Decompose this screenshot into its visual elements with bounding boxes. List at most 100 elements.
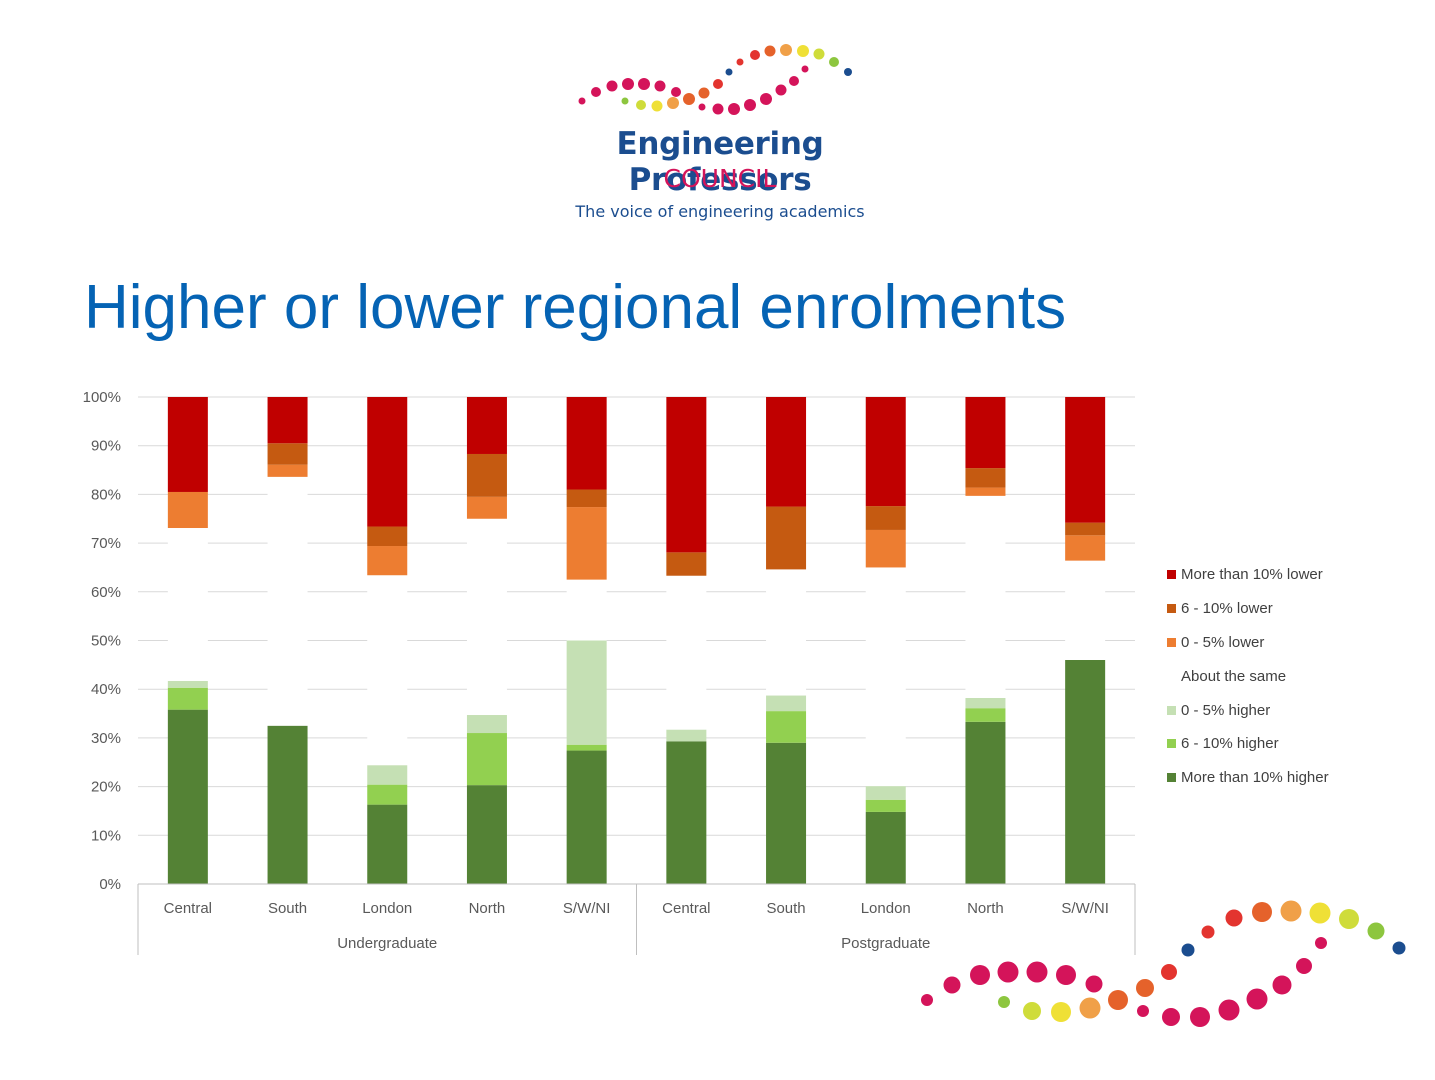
bar-segment [466,518,507,716]
group-label: Postgraduate [841,935,930,952]
y-tick-label: 10% [91,827,121,844]
y-tick-label: 0% [99,876,121,893]
legend-item: 6 - 10% higher [1167,727,1329,761]
legend-item: More than 10% higher [1167,761,1329,795]
decorative-dot [1162,1008,1180,1026]
bar-segment [666,575,707,730]
decorative-dot [1272,975,1292,995]
decorative-dot [744,99,756,111]
decorative-dot [775,84,787,96]
legend-item: 0 - 5% lower [1167,626,1329,660]
bar-segment [367,784,408,805]
group-label: Undergraduate [337,935,437,952]
y-tick-label: 70% [91,535,121,552]
bar-segment [167,397,208,492]
decorative-dot [651,100,663,112]
bar-segment [865,799,906,812]
bar-segment [766,506,807,570]
bar-segment [367,546,408,576]
bar-segment [666,729,707,742]
bar-segment [367,765,408,785]
decorative-dots-graphic [921,900,1406,1027]
bar-segment [566,507,607,580]
decorative-dot [1137,1005,1149,1017]
decorative-dot [636,100,646,110]
bar-segment [766,742,807,884]
bar-segment [367,575,408,766]
decorative-dot [1315,937,1327,949]
decorative-dot [1296,958,1312,974]
decorative-dot [1181,943,1195,957]
bar-segment [267,725,308,884]
bar-segment [865,529,906,568]
bar-segment [766,711,807,743]
decorative-dot [750,50,760,60]
decorative-dot [1190,1007,1210,1027]
legend-swatch [1167,570,1176,580]
bar-segment [1065,397,1106,523]
bar-segment [466,715,507,734]
bar-segment [1065,659,1106,884]
x-tick-label: Central [662,900,710,917]
bar-segment [666,741,707,884]
decorative-dot [764,45,776,57]
bar-segment [766,397,807,507]
x-tick-label: South [268,900,307,917]
legend-swatch [1167,773,1176,783]
bar-segment [466,785,507,884]
decorative-dot [591,87,601,97]
decorative-dot [1136,979,1154,997]
legend-item: More than 10% lower [1167,558,1329,592]
decorative-dot [1392,941,1406,955]
decorative-dot [1108,990,1128,1010]
decorative-dot [578,97,586,105]
bar-segment [167,687,208,710]
legend-label: 6 - 10% lower [1181,600,1273,618]
bar-segment [367,526,408,547]
bar-segment [167,709,208,884]
logo-name: Engineering Professors [616,126,824,198]
decorative-dot [1051,1002,1071,1022]
decorative-dot [789,76,799,86]
decorative-dot [1023,1002,1041,1020]
decorative-dot [943,976,961,994]
bar-segment [466,496,507,519]
decorative-dot [667,97,679,109]
x-tick-label: London [362,900,412,917]
bar-segment [466,733,507,786]
decorative-dot [698,87,710,99]
bar-segment [865,567,906,787]
bar-segment [566,640,607,745]
decorative-dot [921,994,933,1006]
bar-segment [466,397,507,454]
x-tick-label: Central [164,900,212,917]
legend-swatch [1167,637,1176,647]
y-tick-label: 50% [91,633,121,650]
legend-item: 0 - 5% higher [1167,693,1329,727]
bar-segment [267,476,308,726]
logo-dots-graphic [578,44,852,115]
bar-segment [566,744,607,751]
stacked-bar-chart: 0% 10% 20% 30% 40% 50% 60% 70% 80% 90% 100% Central… [83,389,1136,955]
x-tick-label: North [469,900,506,917]
bar-segment [965,468,1006,488]
decorative-dot [621,97,629,105]
bar-segment [766,569,807,696]
bar-segment [666,397,707,553]
bar-segment [965,495,1006,698]
x-tick-label: South [766,900,805,917]
bar-segment [865,397,906,507]
decorative-dot [970,965,990,985]
bar-segment [367,397,408,527]
x-tick-label: S/W/NI [1061,900,1109,917]
bar-segment [566,579,607,641]
decorative-dot [998,996,1010,1008]
y-tick-label: 40% [91,681,121,698]
bar-segment [566,397,607,490]
legend-item: 6 - 10% lower [1167,592,1329,626]
bar-segment [965,697,1006,709]
bar-segment [965,397,1006,469]
decorative-dot [698,103,706,111]
y-tick-label: 30% [91,730,121,747]
decorative-dot [760,93,772,105]
